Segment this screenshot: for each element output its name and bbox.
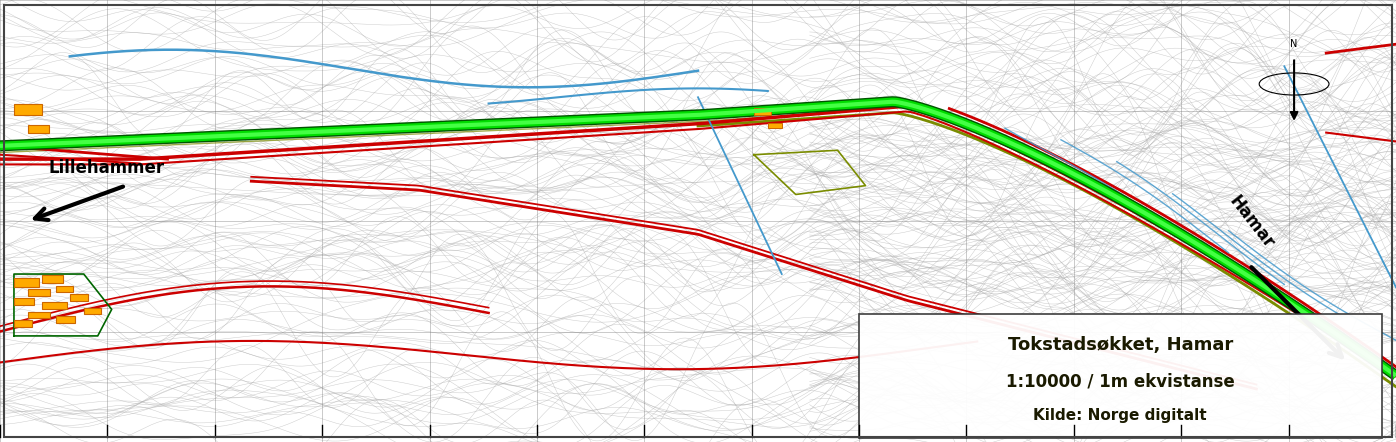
Bar (42, 302, 67, 309)
Bar (84, 308, 101, 314)
Bar (14, 320, 32, 327)
Bar (56, 316, 75, 323)
Text: Lillehammer: Lillehammer (49, 159, 165, 177)
Bar (14, 298, 34, 305)
Text: 1:10000 / 1m ekvistanse: 1:10000 / 1m ekvistanse (1007, 373, 1234, 391)
Text: Hamar: Hamar (1226, 192, 1277, 252)
Bar (754, 108, 771, 115)
Text: Kilde: Norge digitalt: Kilde: Norge digitalt (1033, 408, 1208, 423)
Text: N: N (1290, 38, 1298, 49)
Bar (28, 312, 50, 318)
Text: Tokstadsøkket, Hamar: Tokstadsøkket, Hamar (1008, 336, 1233, 354)
Bar (14, 278, 39, 287)
Bar (28, 125, 49, 133)
Bar (56, 286, 73, 292)
Bar (28, 289, 50, 296)
Bar (14, 104, 42, 115)
Bar (70, 294, 88, 301)
Bar (859, 314, 1382, 438)
Bar (42, 275, 63, 283)
Bar (768, 123, 782, 128)
